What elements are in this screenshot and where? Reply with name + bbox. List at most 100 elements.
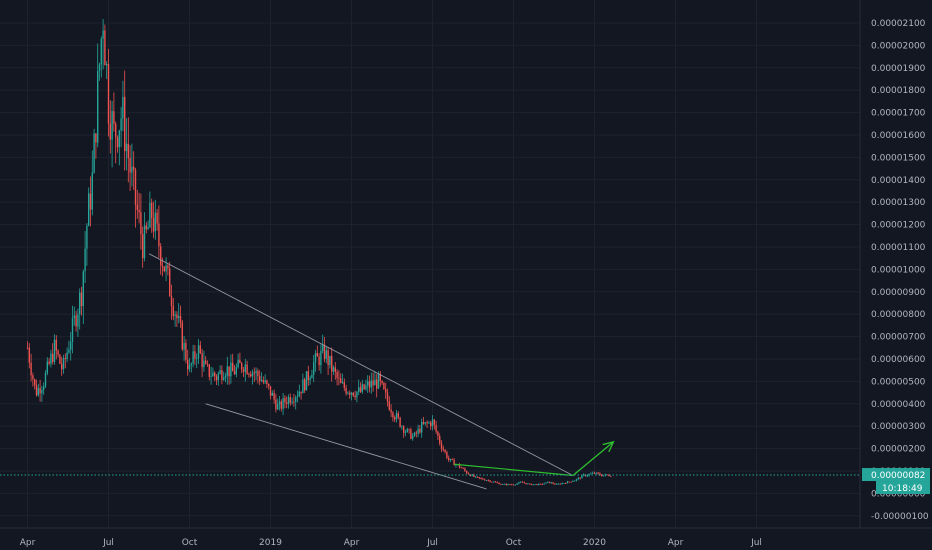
candle-body: [127, 143, 129, 159]
candle-body: [183, 343, 185, 350]
candle-body: [471, 474, 473, 477]
candle-body: [187, 359, 189, 370]
candle-body: [79, 292, 81, 315]
candle-body: [61, 363, 63, 370]
candle-body: [586, 475, 588, 477]
candle-body: [514, 484, 516, 486]
candle-body: [460, 467, 462, 469]
candles: [26, 18, 612, 486]
candle-body: [133, 166, 135, 170]
candle-body: [606, 474, 608, 476]
candle-body: [413, 432, 416, 437]
price-tick-label: 0.00001500: [871, 153, 926, 163]
candle-body: [253, 372, 255, 374]
candle-body: [390, 409, 392, 413]
candle-body: [239, 359, 241, 364]
trendline[interactable]: [205, 403, 487, 490]
candle-body: [266, 380, 268, 384]
candle-body: [476, 476, 479, 478]
candle-body: [98, 64, 101, 71]
candle-body: [415, 432, 417, 434]
candle-body: [167, 265, 169, 269]
candle-body: [548, 481, 551, 484]
candle-body: [448, 458, 450, 460]
candle-body: [140, 212, 142, 235]
candle-body: [521, 481, 524, 483]
price-axis[interactable]: [860, 0, 932, 528]
candle-body: [352, 392, 354, 396]
candle-body: [284, 398, 286, 403]
trend-drawings[interactable]: [148, 253, 615, 490]
candle-body: [93, 133, 95, 173]
candle-body: [318, 356, 320, 366]
candle-body: [403, 426, 405, 433]
candle-body: [246, 364, 248, 374]
candle-body: [593, 472, 596, 474]
candle-body: [214, 372, 216, 377]
candle-body: [503, 483, 506, 485]
candle-body: [82, 271, 84, 307]
candle-body: [523, 482, 525, 484]
candle-body: [66, 352, 68, 360]
candle-body: [145, 225, 147, 230]
candle-body: [442, 448, 444, 450]
candle-body: [579, 477, 581, 479]
candle-body: [377, 373, 380, 389]
candle-body: [185, 343, 187, 360]
candle-body: [475, 476, 477, 478]
candle-body: [84, 248, 86, 272]
candle-body: [327, 350, 329, 366]
candle-body: [68, 349, 70, 353]
candle-body: [244, 364, 246, 372]
candle-body: [120, 118, 122, 131]
forecast-arrow[interactable]: [572, 441, 614, 477]
candle-body: [233, 371, 236, 375]
candle-body: [323, 344, 326, 359]
candle-body: [199, 345, 201, 354]
candle-body: [280, 401, 282, 409]
price-tick-label: 0.00000000: [871, 489, 926, 499]
candle-body: [572, 481, 574, 482]
time-axis[interactable]: [0, 528, 860, 550]
forecast-arrow-head[interactable]: [602, 440, 615, 453]
candle-body: [201, 353, 203, 368]
candle-body: [485, 480, 488, 482]
candle-body: [525, 483, 527, 485]
price-tick-label: 0.00001300: [871, 198, 926, 208]
candle-body: [53, 339, 56, 362]
candle-body: [410, 429, 412, 439]
candle-body: [417, 428, 419, 434]
candle-body: [208, 364, 210, 377]
candle-body: [604, 474, 606, 476]
time-tick-label: Jul: [102, 538, 114, 548]
candle-body: [512, 484, 515, 486]
candle-body: [399, 417, 401, 427]
candle-body: [446, 452, 448, 459]
candle-body: [39, 387, 41, 394]
candle-body: [556, 483, 558, 485]
candle-body: [107, 64, 110, 124]
candle-body: [545, 482, 547, 484]
candle-body: [178, 316, 180, 319]
candle-body: [498, 482, 500, 485]
candle-body: [397, 413, 399, 418]
candle-body: [104, 30, 106, 66]
candle-body: [232, 362, 234, 372]
candle-body: [325, 350, 327, 359]
candle-body: [349, 392, 351, 395]
candle-body: [309, 378, 311, 381]
candle-body: [354, 395, 356, 398]
candle-body: [86, 225, 88, 249]
trendline[interactable]: [148, 253, 574, 476]
candle-body: [336, 371, 338, 378]
time-tick-label: Jul: [426, 538, 438, 548]
price-tick-label: 0.00001900: [871, 64, 926, 74]
candle-body: [473, 474, 475, 477]
candle-body: [570, 481, 572, 483]
candle-body: [361, 384, 363, 392]
candle-body: [433, 419, 435, 425]
candle-body: [419, 428, 421, 433]
trendline[interactable]: [454, 463, 573, 477]
candle-body: [217, 373, 219, 381]
